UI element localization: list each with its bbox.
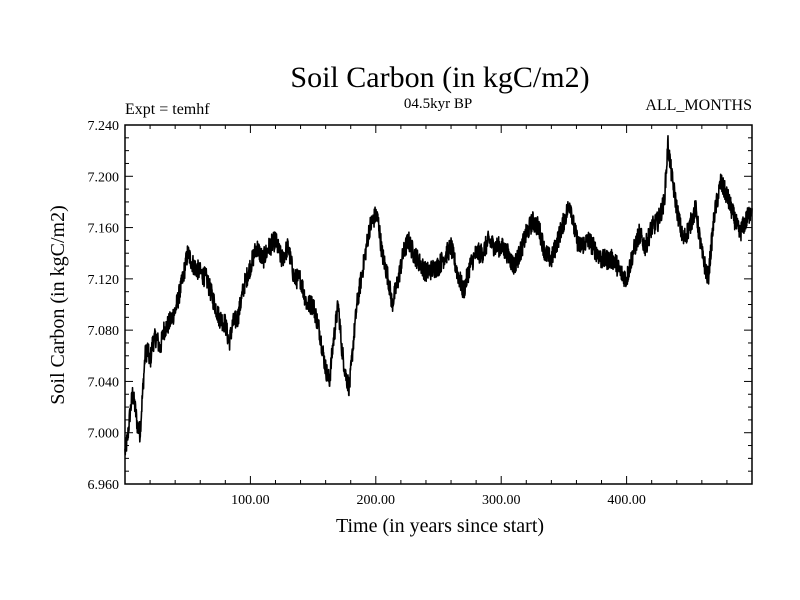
y-tick-label: 7.080 [88, 324, 120, 339]
chart-subtitle-center: 04.5kyr BP [404, 96, 472, 112]
x-axis-ticks: 100.00 200.00 300.00 400.00 [149, 125, 728, 508]
series-line [124, 134, 753, 456]
chart-subtitle-right: ALL_MONTHS [645, 97, 752, 114]
data-series-group [124, 134, 753, 456]
chart-subtitle-left: Expt = temhf [125, 101, 210, 118]
y-axis-ticks: 6.960 7.000 7.040 7.080 7.120 7.160 7.200 7.240 [88, 119, 752, 493]
y-tick-label: 7.120 [88, 273, 120, 288]
y-tick-label: 7.040 [88, 375, 120, 390]
x-tick-label: 200.00 [357, 493, 396, 508]
x-tick-label: 300.00 [482, 493, 521, 508]
y-axis-label: Soil Carbon (in kgC/m2) [47, 205, 69, 404]
x-tick-label: 100.00 [231, 493, 270, 508]
y-tick-label: 7.000 [88, 427, 120, 442]
y-tick-label: 7.200 [88, 170, 120, 185]
plot-frame [124, 124, 753, 485]
y-tick-label: 7.240 [88, 119, 120, 134]
chart-title: Soil Carbon (in kgC/m2) [290, 61, 589, 94]
x-axis-label: Time (in years since start) [336, 515, 544, 537]
y-tick-label: 7.160 [88, 222, 120, 237]
x-tick-label: 400.00 [607, 493, 646, 508]
y-tick-label: 6.960 [88, 478, 120, 493]
